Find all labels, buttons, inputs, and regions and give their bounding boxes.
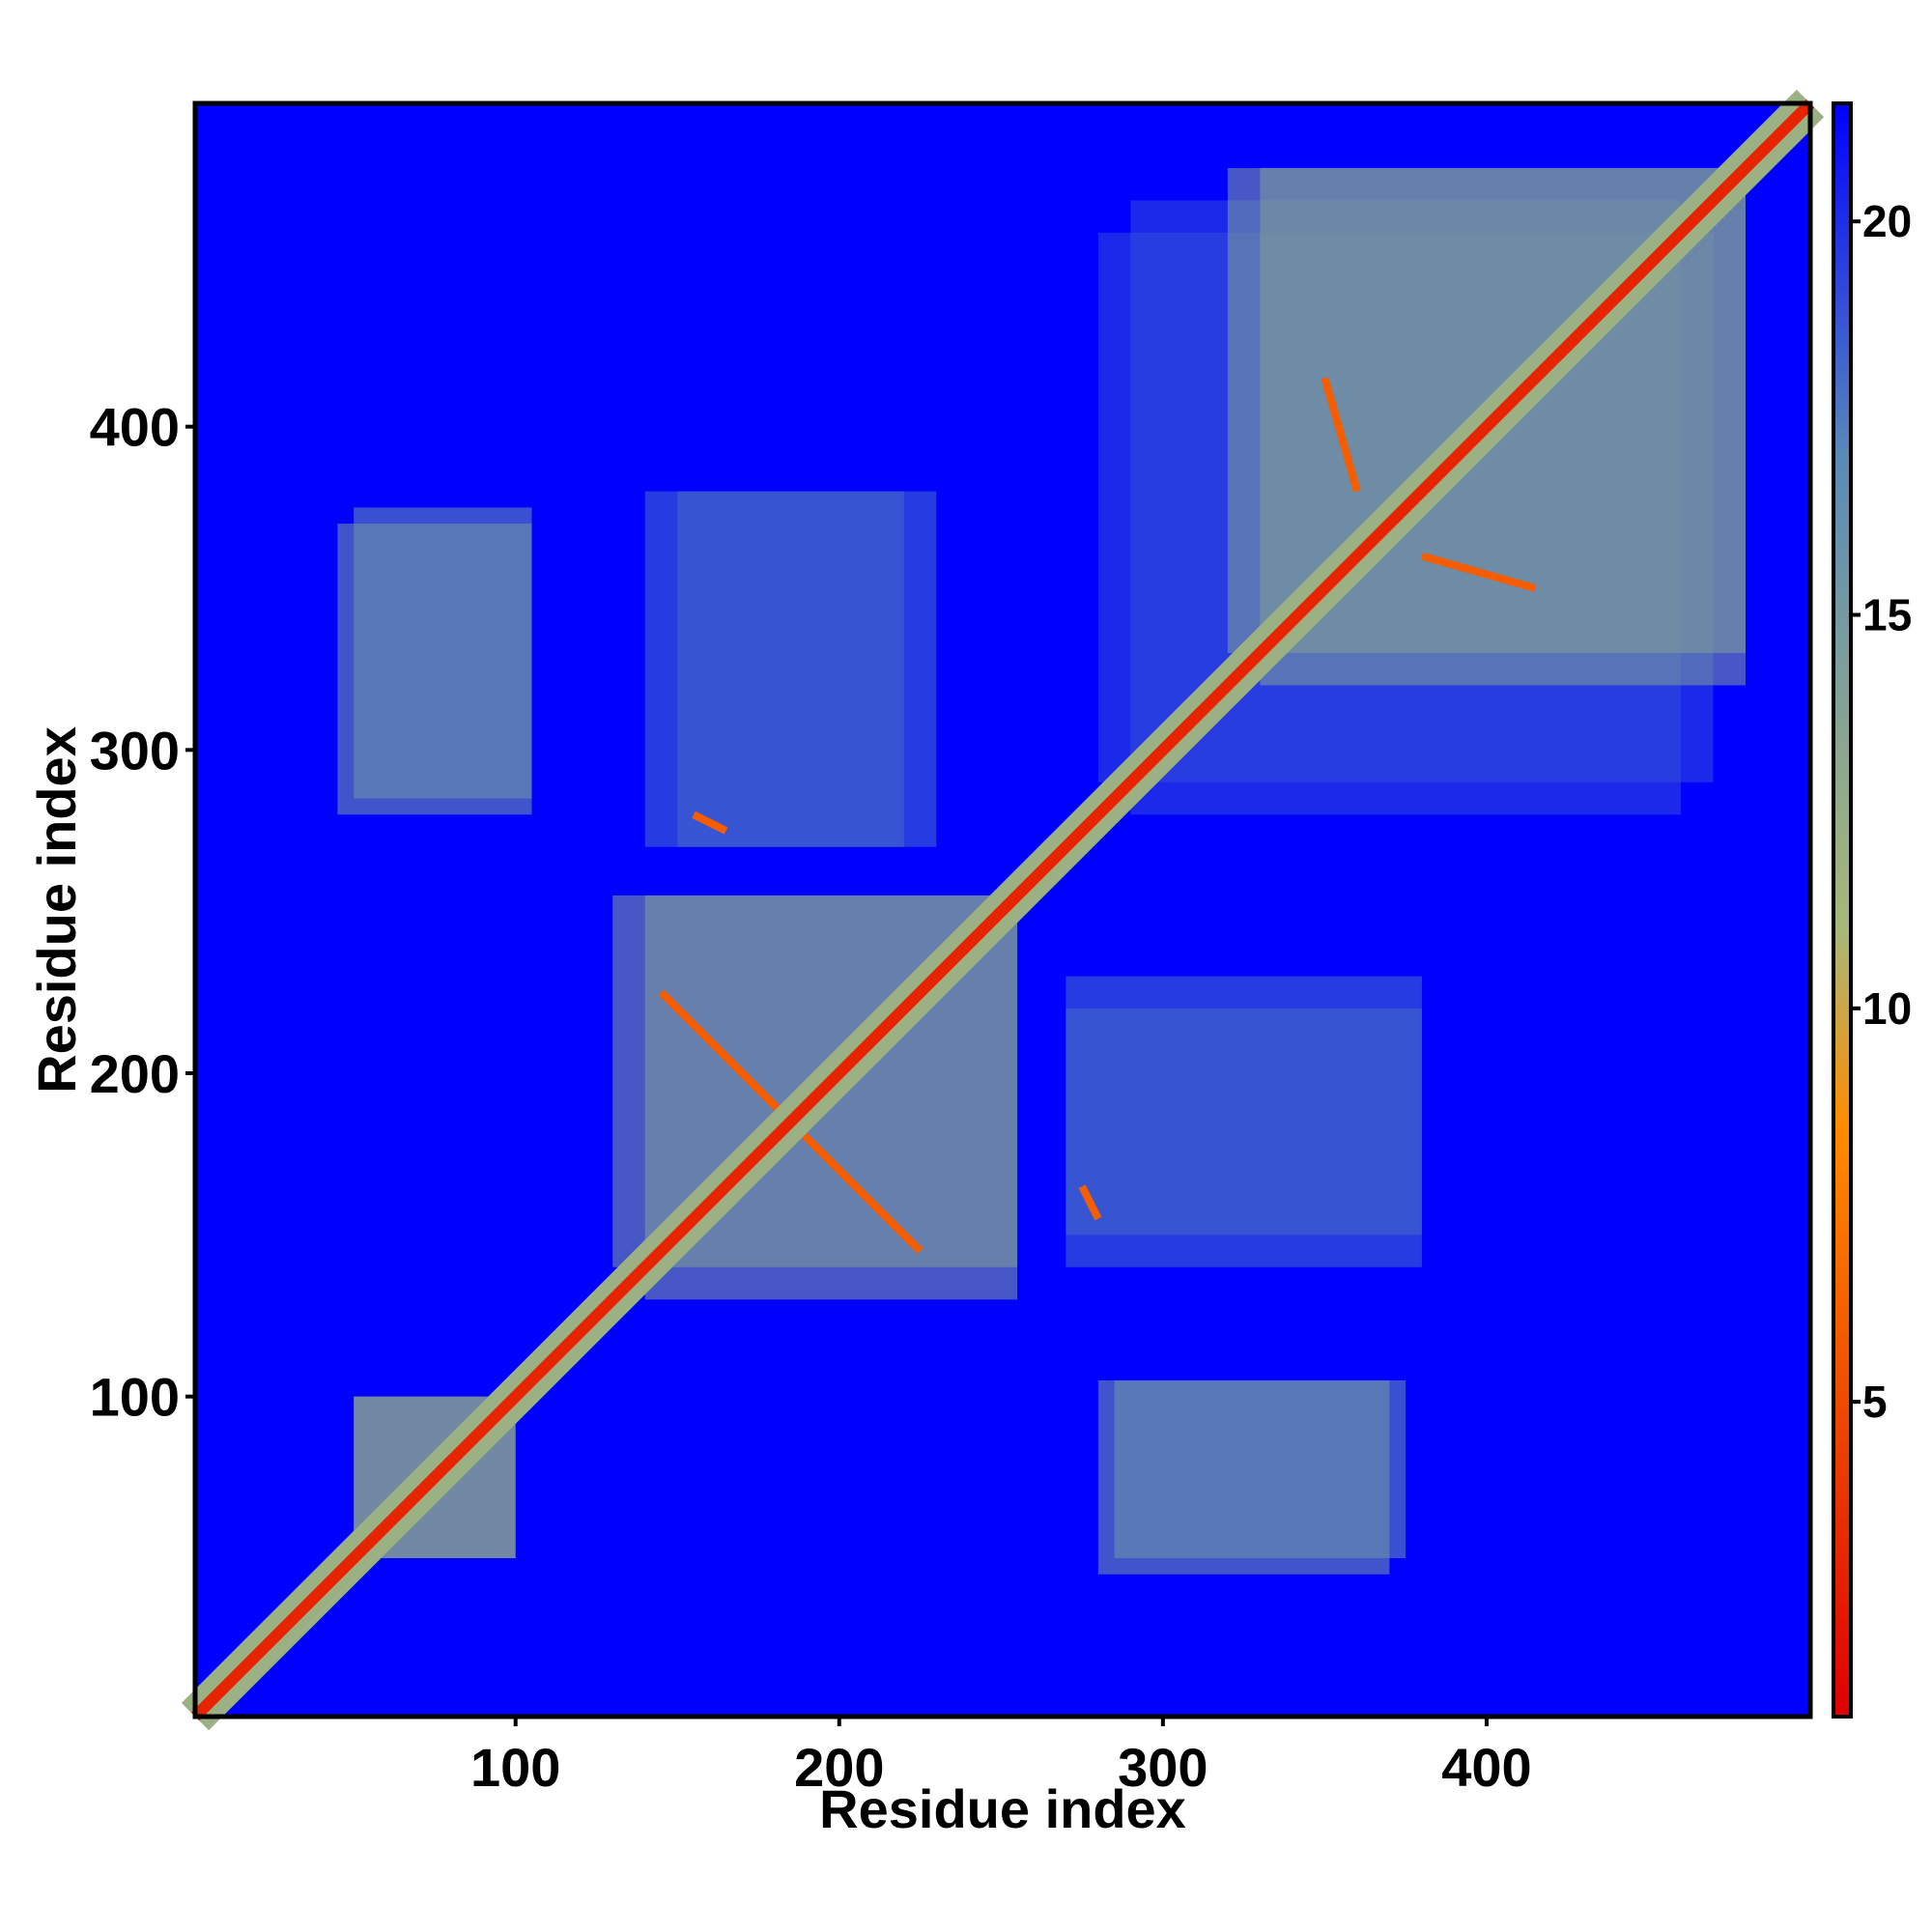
plot-frame [192,100,1813,1719]
x-tick-label: 300 [1118,1737,1208,1798]
y-tick-label: 200 [90,1043,180,1104]
y-axis-title: Residue index [26,726,87,1094]
x-axis-title: Residue index [819,1778,1186,1839]
x-axis-ticks [513,1717,1489,1726]
heatmap-strand [692,810,728,835]
heatmap-strand [1321,377,1361,493]
heatmap-strand [1420,552,1537,592]
colorbar [1832,101,1853,1719]
diagonal-core [190,99,1815,1721]
y-tick-label: 400 [90,397,180,458]
heatmap-cells [181,89,1825,1731]
colorbar-tick-label: 5 [1862,1377,1888,1427]
colorbar-tick-label: 10 [1862,983,1912,1034]
x-tick-label: 200 [794,1737,884,1798]
y-tick-label: 100 [90,1367,180,1428]
x-tick-label: 100 [470,1737,560,1798]
heatmap-block [1097,1379,1390,1575]
colorbar-tick-label: 20 [1862,196,1912,246]
x-tick-label: 400 [1441,1737,1531,1798]
heatmap-strand [1078,1184,1102,1221]
heatmap-block [337,524,532,815]
y-axis-ticks [185,424,195,1399]
colorbar-ticks [1851,219,1861,1405]
heatmap-block [677,491,904,847]
heatmap-block [1065,1009,1422,1236]
colorbar-tick-label: 15 [1862,590,1912,640]
y-tick-label: 300 [90,720,180,781]
